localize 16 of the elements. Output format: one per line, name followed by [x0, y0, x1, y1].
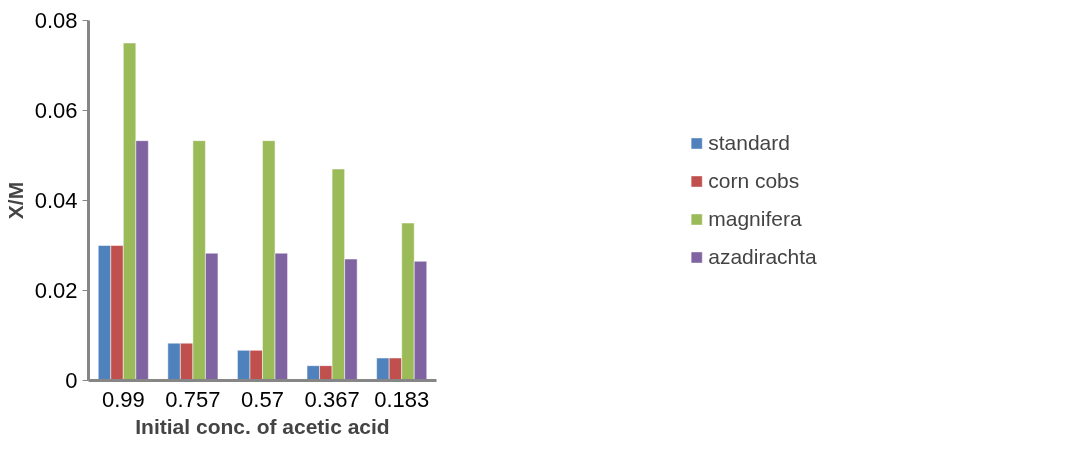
y-tick-label: 0.06 [34, 98, 78, 123]
y-tick-label: 0.02 [34, 278, 78, 303]
y-axis-title: X/M [3, 181, 27, 220]
x-tick-label: 0.57 [241, 386, 284, 412]
legend-label: standard [708, 131, 790, 155]
y-tick-label: 0 [65, 368, 78, 393]
x-axis-title: Initial conc. of acetic acid [135, 414, 390, 438]
x-tick-label: 0.367 [304, 386, 360, 412]
x-tick-label: 0.99 [101, 386, 145, 412]
y-tick-label: 0.04 [34, 188, 78, 213]
y-tick-label: 0.08 [34, 8, 78, 33]
legend-label: azadirachta [708, 245, 817, 269]
x-tick-label: 0.183 [374, 386, 430, 412]
legend-label: corn cobs [708, 169, 800, 193]
legend-label: magnifera [708, 207, 802, 231]
x-tick-label: 0.757 [165, 386, 221, 412]
